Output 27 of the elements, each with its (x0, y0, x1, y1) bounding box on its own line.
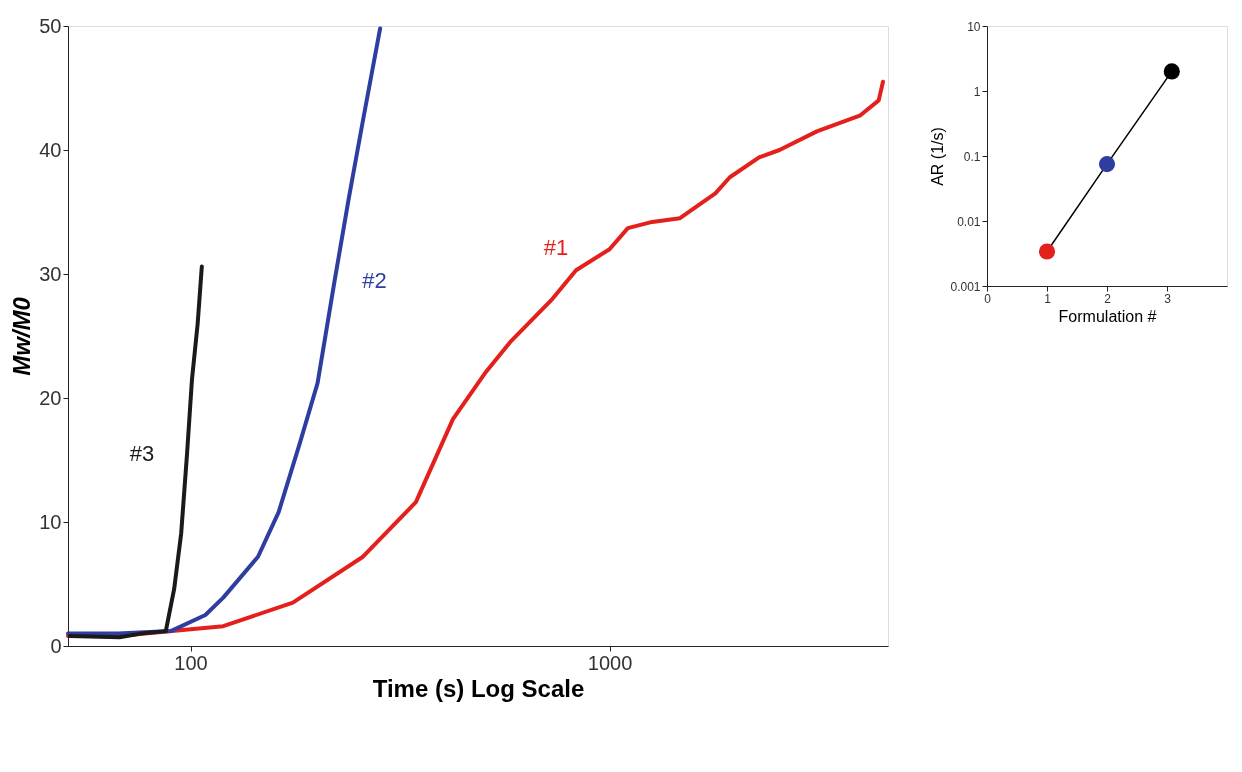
y-tick-label: 10 (39, 510, 62, 533)
point (1163, 63, 1180, 80)
x-axis-title: Time (s) Log Scale (372, 674, 585, 702)
y-tick-label: 0.01 (957, 214, 981, 229)
y-tick-label: 0.1 (963, 149, 981, 164)
y-axis-title: AR (1/s) (929, 127, 947, 186)
y-tick-label: 0 (50, 634, 62, 657)
x-tick-label: 2 (1104, 291, 1112, 306)
y-tick-label: 40 (39, 138, 62, 161)
series-label: #3 (129, 440, 155, 466)
y-tick-label: 50 (39, 14, 62, 37)
x-axis-title: Formulation # (1058, 307, 1157, 325)
x-tick-label: 3 (1164, 291, 1172, 306)
y-axis-title: Mw/M0 (8, 296, 36, 376)
x-tick-label: 100 (174, 651, 208, 674)
x-tick-label: 0 (984, 291, 992, 306)
x-tick-label: 1 (1044, 291, 1052, 306)
y-tick-label: 20 (39, 386, 62, 409)
point (1098, 156, 1116, 173)
y-tick-label: 30 (39, 262, 62, 285)
series-label: #2 (362, 268, 387, 294)
x-tick-label: 1000 (587, 651, 633, 674)
y-tick-label: 10 (967, 19, 981, 34)
y-tick-label: 1 (973, 84, 981, 99)
series-label: #1 (543, 235, 569, 261)
y-tick-label: 0.001 (950, 279, 981, 294)
point (1038, 243, 1056, 260)
